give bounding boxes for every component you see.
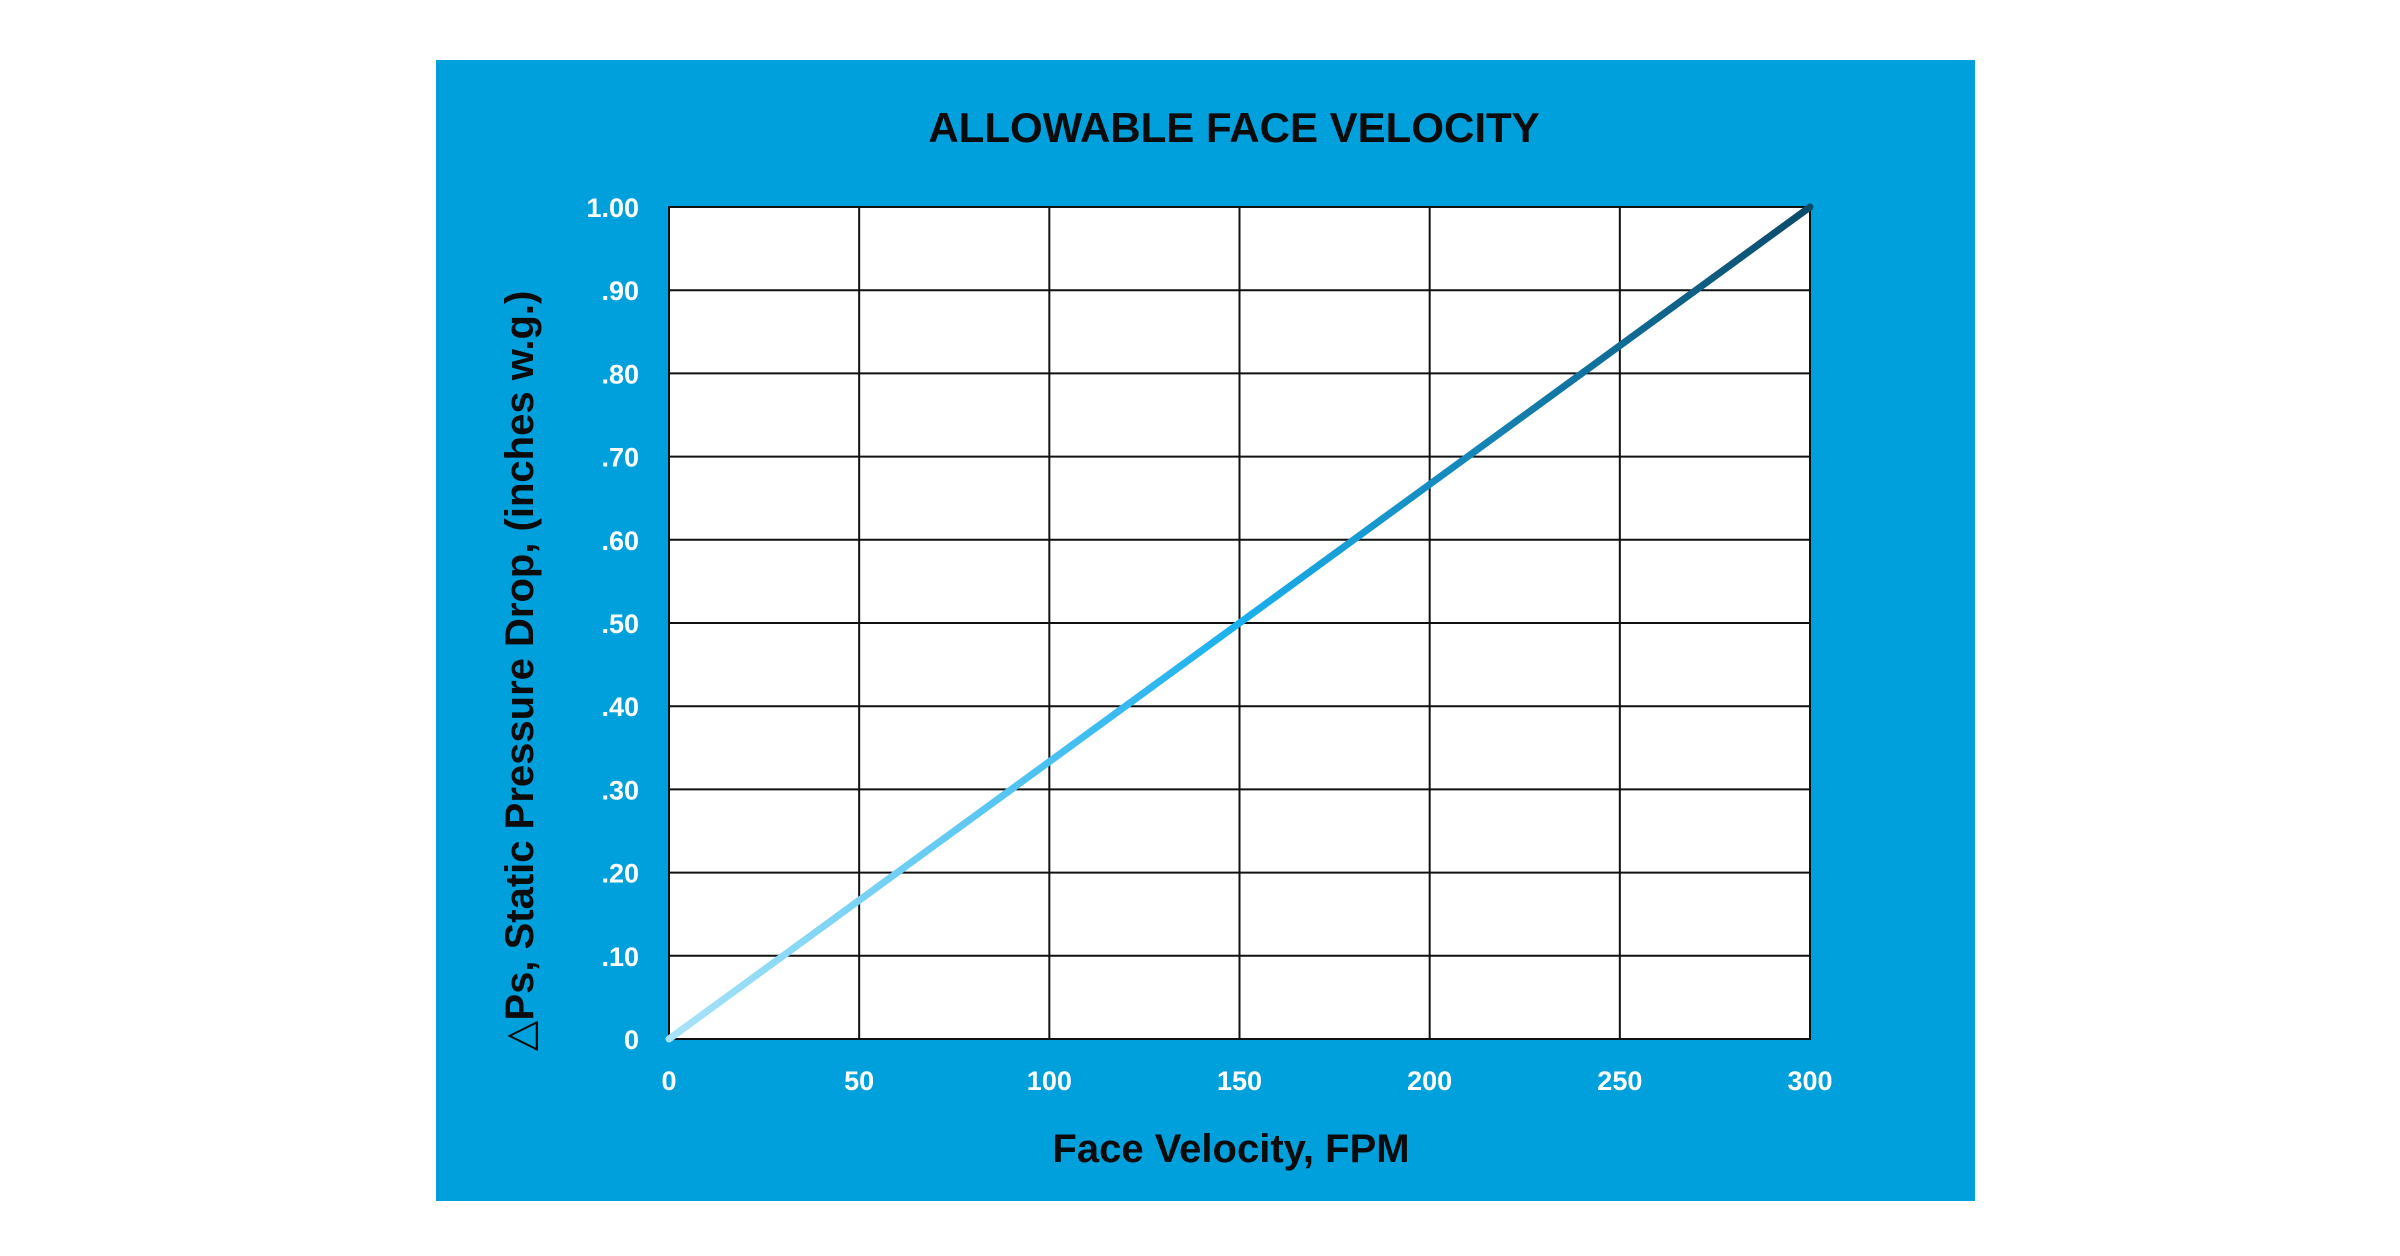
x-tick-label: 50: [844, 1066, 874, 1096]
x-axis-label: Face Velocity, FPM: [1052, 1127, 1409, 1171]
x-tick-labels: 0 50 100 150 200 250 300: [661, 1066, 1832, 1096]
y-axis-label: △Ps, Static Pressure Drop, (inches w.g.): [498, 291, 542, 1052]
series-group: [665, 203, 1814, 1043]
y-tick-label: .30: [601, 775, 639, 805]
x-tick-label: 200: [1407, 1066, 1452, 1096]
y-tick-label: 1.00: [586, 193, 639, 223]
horizontal-gridlines: [669, 206, 1810, 1040]
x-tick-label: 300: [1787, 1066, 1832, 1096]
series-line: [665, 203, 1814, 1043]
y-tick-label: .10: [601, 942, 639, 972]
chart-panel: ALLOWABLE FACE VELOCITY 0 .10 .20 .30 .40 .50…: [436, 60, 1975, 1201]
y-tick-label: 0: [624, 1025, 639, 1055]
x-tick-label: 250: [1597, 1066, 1642, 1096]
chart-svg: ALLOWABLE FACE VELOCITY 0 .10 .20 .30 .40 .50…: [498, 104, 1833, 1171]
y-tick-label: .80: [601, 359, 639, 389]
y-tick-label: .20: [601, 859, 639, 889]
y-tick-label: .70: [601, 443, 639, 473]
y-tick-labels: 0 .10 .20 .30 .40 .50 .60 .70 .80 .90 1.00: [586, 193, 639, 1055]
y-tick-label: .50: [601, 609, 639, 639]
y-tick-label: .60: [601, 526, 639, 556]
y-tick-label: .90: [601, 276, 639, 306]
x-tick-label: 150: [1217, 1066, 1262, 1096]
x-tick-label: 0: [661, 1066, 676, 1096]
chart-title: ALLOWABLE FACE VELOCITY: [928, 104, 1539, 151]
y-tick-label: .40: [601, 692, 639, 722]
x-tick-label: 100: [1027, 1066, 1072, 1096]
